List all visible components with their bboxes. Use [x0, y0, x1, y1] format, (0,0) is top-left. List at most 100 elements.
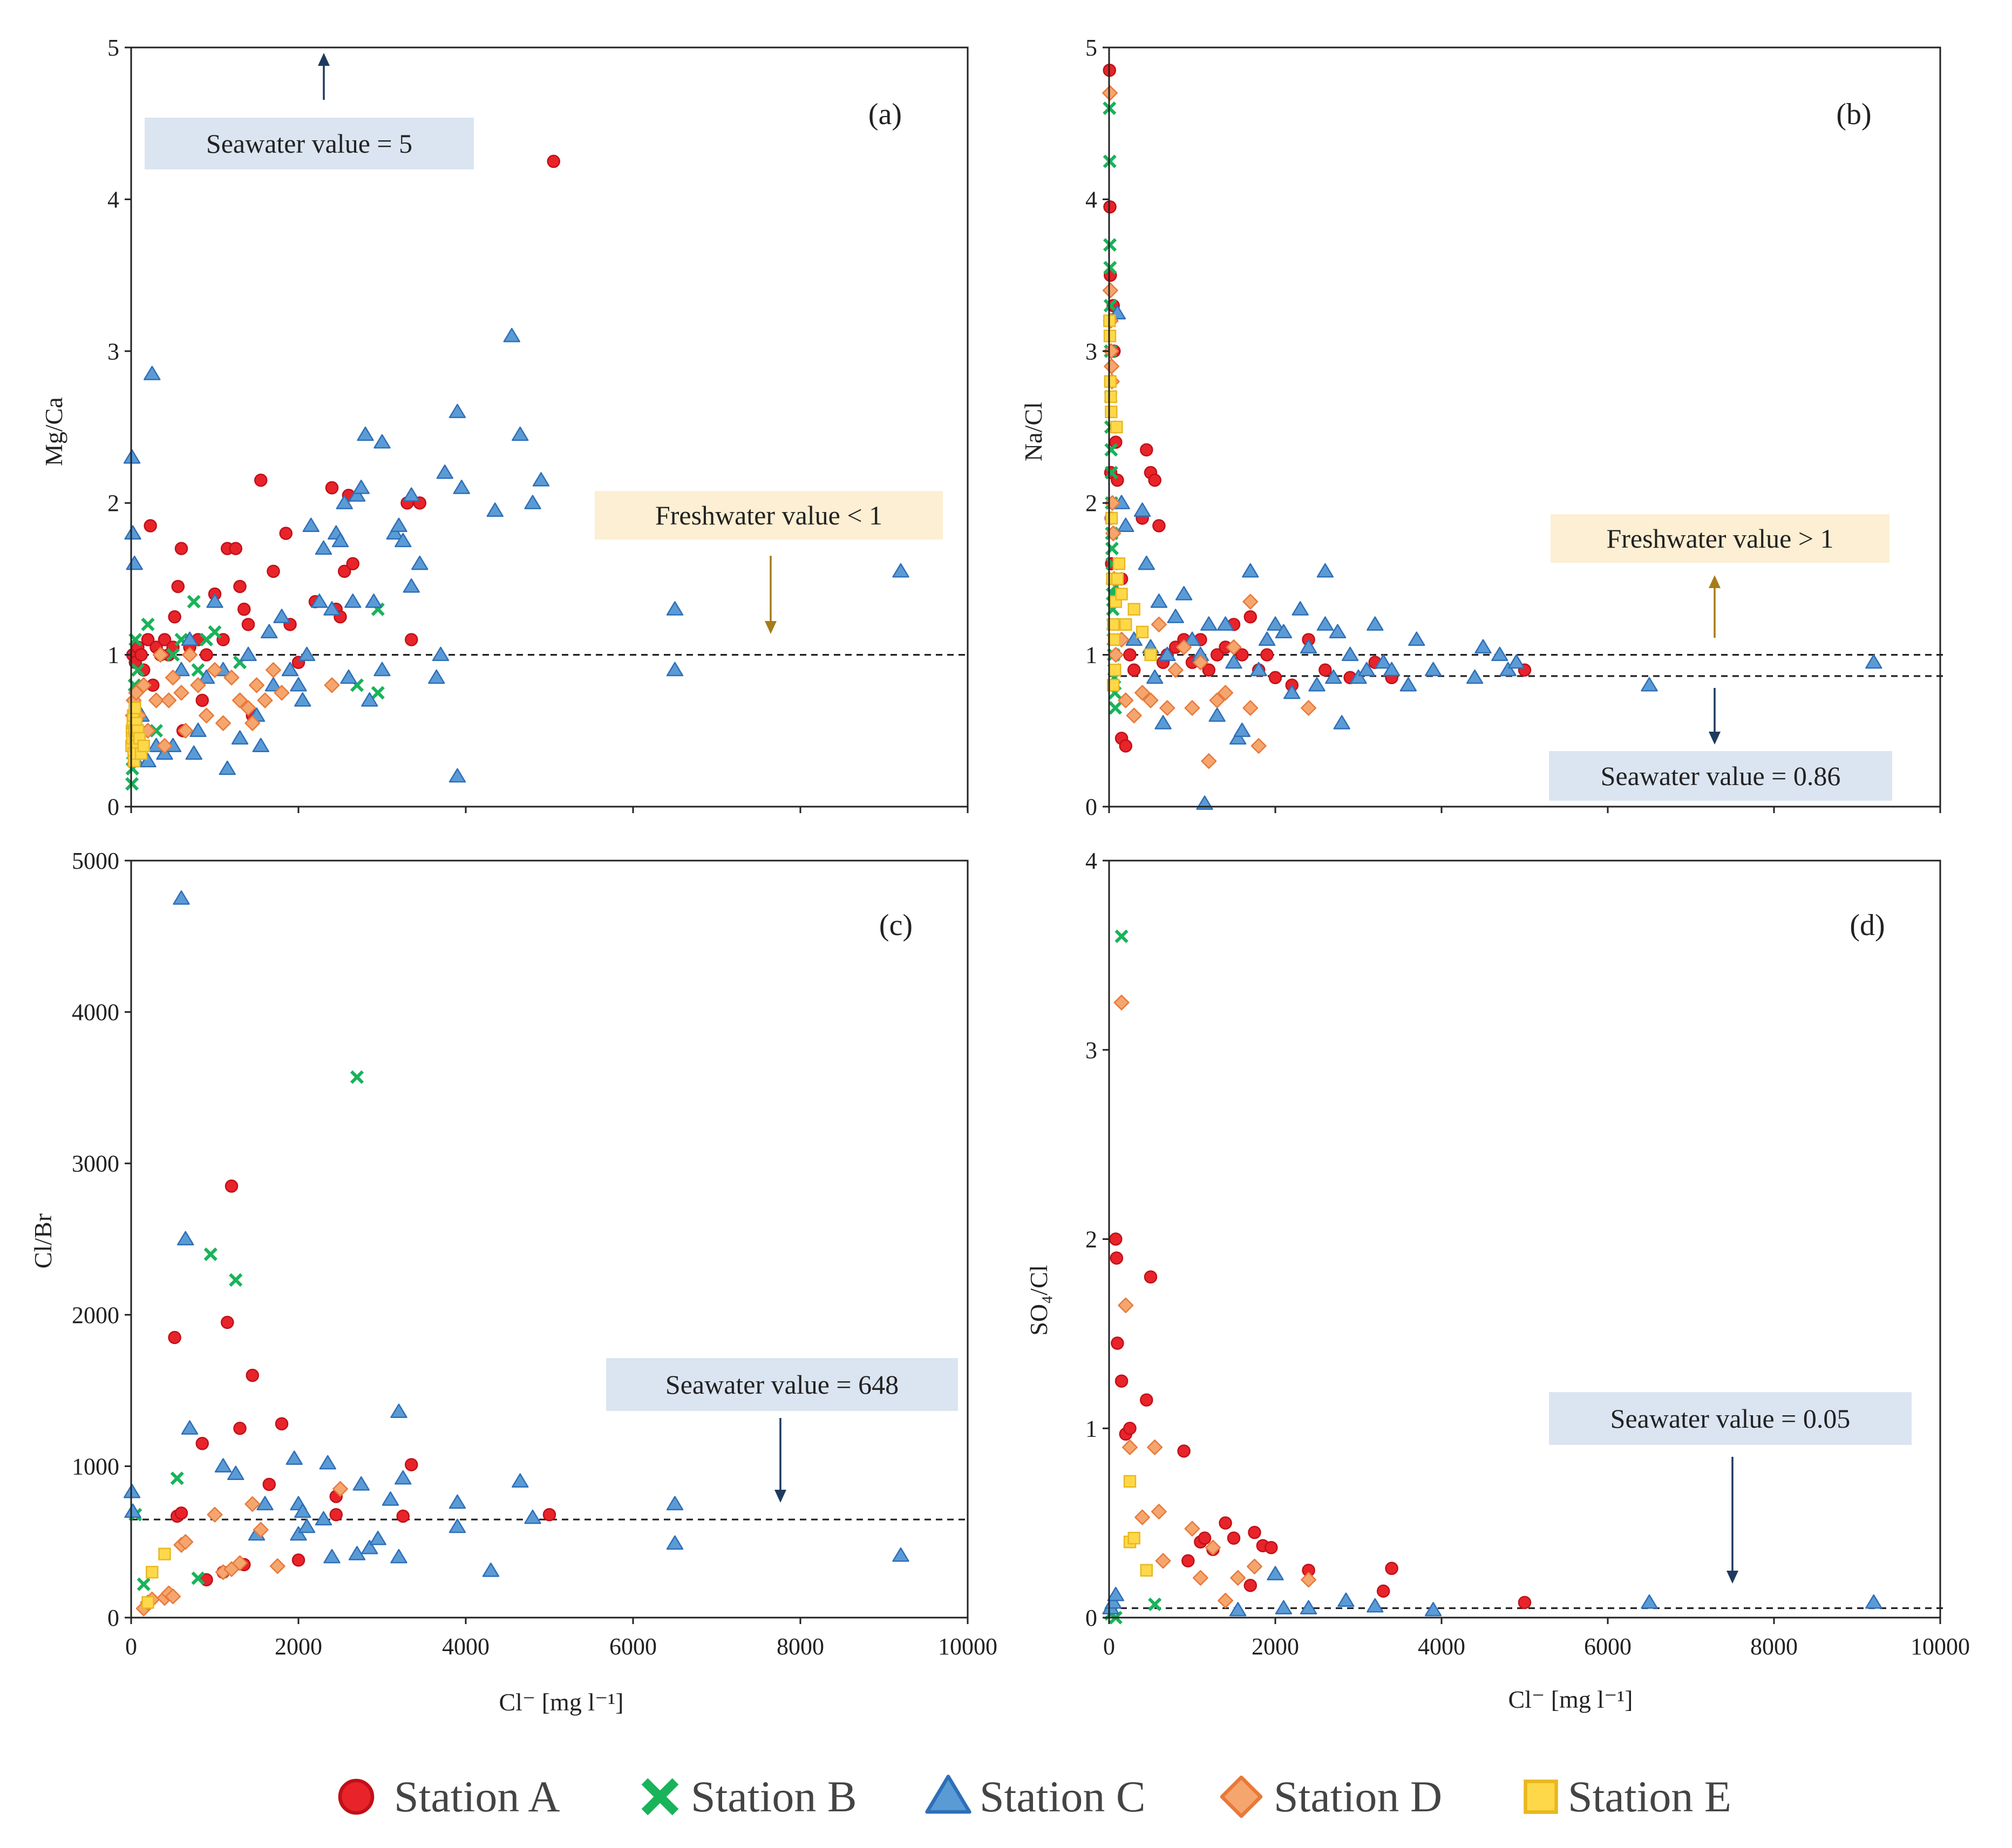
y-tick-label: 3000: [72, 1150, 119, 1177]
y-tick-label: 1: [107, 642, 119, 669]
data-point: [1209, 692, 1225, 708]
series-station-e: [1103, 314, 1157, 692]
data-point: [298, 1518, 316, 1533]
data-point: [1109, 1232, 1123, 1246]
data-point: [357, 426, 374, 441]
data-point: [275, 1417, 289, 1431]
data-point: [137, 739, 150, 753]
data-point: [257, 692, 273, 708]
plot-frame: [130, 46, 969, 808]
data-point: [1300, 639, 1317, 654]
data-point: [1105, 512, 1118, 525]
data-point: [1242, 563, 1259, 578]
panel-label: (b): [1836, 98, 1871, 131]
y-tick-label: 1: [1085, 642, 1097, 669]
data-point: [131, 663, 145, 677]
y-tick-label: 5: [107, 35, 119, 61]
data-point: [246, 1368, 259, 1382]
data-point: [207, 1506, 223, 1523]
x-axis-label: Cl⁻ [mg l⁻¹]: [1508, 1686, 1633, 1713]
data-point: [1107, 618, 1120, 631]
data-point: [141, 617, 155, 631]
data-point: [206, 594, 223, 608]
data-point: [124, 1503, 141, 1518]
data-point: [336, 495, 353, 509]
data-point: [1375, 654, 1392, 669]
data-point: [1103, 238, 1117, 252]
data-point: [666, 1535, 684, 1550]
data-point: [1152, 519, 1166, 533]
data-point: [146, 1566, 159, 1579]
data-point: [1105, 405, 1118, 419]
data-point: [524, 495, 541, 509]
annotation-box: [145, 118, 474, 169]
panel-c: (c) Cl/Br Cl⁻ [mg l⁻¹] Seawater value = …: [29, 848, 997, 1716]
data-point: [346, 557, 359, 571]
data-point: [361, 1539, 378, 1554]
data-point: [1268, 671, 1282, 685]
data-point: [350, 1070, 364, 1084]
data-point: [503, 328, 520, 343]
data-point: [482, 1563, 500, 1577]
data-point: [1102, 282, 1118, 298]
data-point: [231, 730, 249, 745]
data-point: [1107, 679, 1120, 692]
data-point: [428, 669, 445, 684]
data-point: [189, 722, 207, 737]
data-point: [361, 692, 378, 707]
y-axis-label: Na/Cl: [1019, 402, 1047, 461]
data-point: [390, 1549, 407, 1564]
x-tick-label: 6000: [609, 1633, 657, 1660]
legend-label-station-c: Station C: [980, 1772, 1146, 1821]
data-point: [1399, 677, 1417, 692]
data-point: [344, 594, 362, 608]
data-point: [1227, 1531, 1241, 1545]
data-point: [200, 648, 213, 662]
data-point: [1127, 1531, 1140, 1545]
data-point: [1518, 1595, 1532, 1610]
y-tick-label: 2: [1085, 490, 1097, 516]
data-point: [448, 404, 466, 418]
data-point: [1104, 358, 1120, 374]
data-point: [373, 434, 391, 449]
legend-marker-station-b: [641, 1778, 679, 1816]
data-point: [261, 624, 278, 638]
data-point: [262, 1477, 276, 1491]
data-point: [324, 677, 340, 693]
annotation-box: [606, 1358, 958, 1411]
data-point: [352, 1476, 370, 1491]
y-tick-label: 3: [107, 338, 119, 365]
data-point: [390, 1403, 407, 1418]
data-point: [240, 700, 256, 716]
data-point: [382, 1491, 399, 1506]
panel-label: (d): [1850, 909, 1885, 942]
y-tick-label: 3: [1085, 1037, 1097, 1063]
data-point: [453, 480, 470, 494]
data-point: [348, 1546, 366, 1560]
data-point: [1424, 662, 1442, 677]
data-point: [432, 646, 450, 662]
data-point: [323, 1549, 341, 1564]
data-point: [158, 1547, 171, 1560]
data-point: [1205, 1539, 1221, 1556]
annotation-arrowhead: [318, 53, 330, 66]
x-tick-label: 10000: [1911, 1633, 1970, 1660]
data-point: [1367, 1598, 1384, 1613]
series-station-c: [123, 328, 909, 783]
data-point: [1107, 647, 1124, 663]
data-point: [1103, 329, 1117, 343]
data-point: [1216, 616, 1234, 631]
data-point: [403, 578, 420, 593]
plot-frame: [1108, 46, 1941, 808]
series-station-e: [141, 1547, 171, 1609]
x-tick-label: 0: [1103, 1633, 1115, 1660]
data-point: [190, 677, 206, 693]
data-point: [373, 662, 391, 677]
data-point: [139, 753, 157, 768]
data-point: [232, 692, 248, 708]
panel-label: (c): [879, 909, 913, 942]
data-point: [152, 647, 168, 663]
data-point: [126, 555, 143, 570]
data-point: [666, 601, 684, 616]
data-point: [338, 564, 351, 578]
